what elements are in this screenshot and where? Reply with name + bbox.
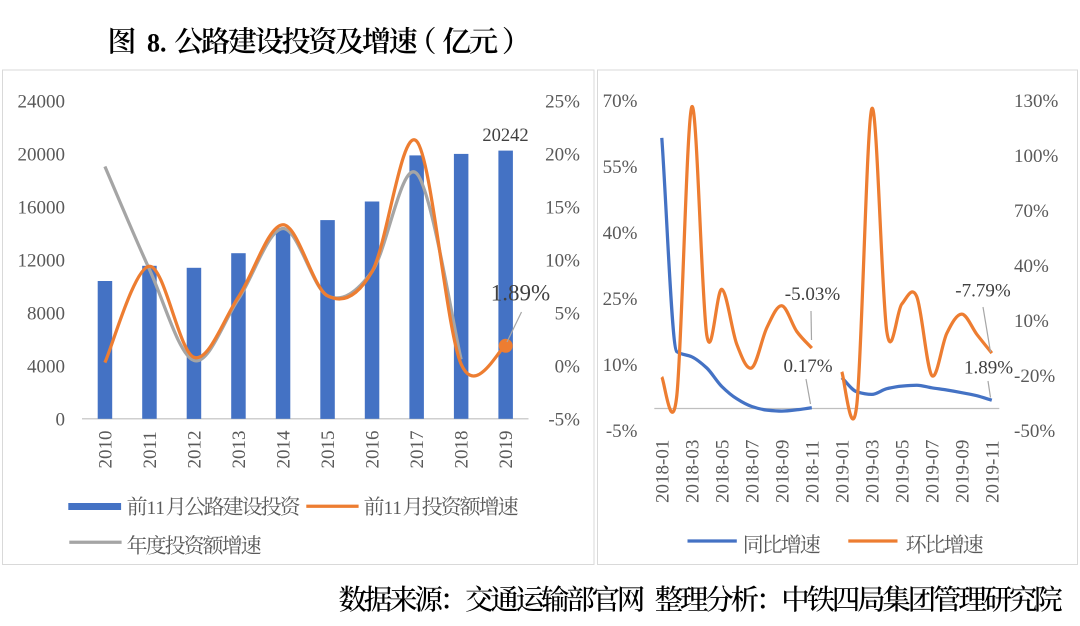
svg-text:2019-09: 2019-09 (952, 440, 973, 503)
svg-text:40%: 40% (1014, 256, 1049, 277)
svg-text:2019-01: 2019-01 (832, 440, 853, 503)
svg-text:20%: 20% (545, 145, 580, 166)
svg-text:-5%: -5% (606, 421, 638, 442)
svg-text:2018-03: 2018-03 (682, 440, 703, 503)
svg-text:2010: 2010 (95, 431, 116, 469)
svg-text:0: 0 (56, 410, 66, 431)
svg-text:4000: 4000 (27, 357, 65, 378)
svg-text:20242: 20242 (482, 126, 528, 146)
svg-text:25%: 25% (545, 92, 580, 113)
svg-text:12000: 12000 (18, 251, 66, 272)
svg-text:-5%: -5% (548, 410, 580, 431)
svg-text:1.89%: 1.89% (964, 358, 1013, 379)
svg-text:2019-11: 2019-11 (982, 440, 1003, 503)
svg-text:11: 11 (147, 498, 165, 519)
svg-text:2019: 2019 (496, 431, 517, 469)
svg-text:24000: 24000 (18, 92, 66, 113)
svg-text:5%: 5% (555, 304, 581, 325)
svg-text:2011: 2011 (140, 431, 161, 468)
svg-text:2017: 2017 (407, 431, 428, 469)
svg-text:2018-09: 2018-09 (772, 440, 793, 503)
svg-text:20000: 20000 (18, 145, 66, 166)
svg-text:1.89%: 1.89% (491, 281, 550, 306)
svg-text:15%: 15% (545, 198, 580, 219)
svg-text:2018-11: 2018-11 (802, 440, 823, 503)
svg-text:55%: 55% (603, 157, 638, 178)
svg-text:-7.79%: -7.79% (955, 281, 1011, 302)
svg-text:2019-05: 2019-05 (892, 440, 913, 503)
svg-text:8.: 8. (147, 29, 167, 58)
svg-text:70%: 70% (1014, 201, 1049, 222)
svg-text:2018-01: 2018-01 (652, 440, 673, 503)
svg-text:-50%: -50% (1014, 421, 1055, 442)
svg-text:2015: 2015 (318, 431, 339, 469)
svg-text:10%: 10% (1014, 311, 1049, 332)
svg-text:8000: 8000 (27, 304, 65, 325)
svg-text:2019-07: 2019-07 (922, 440, 943, 503)
svg-text:0%: 0% (555, 357, 581, 378)
svg-text:100%: 100% (1014, 146, 1059, 167)
svg-text:10%: 10% (603, 355, 638, 376)
svg-text:2018-07: 2018-07 (742, 440, 763, 503)
svg-text:130%: 130% (1014, 91, 1059, 112)
svg-text:11: 11 (384, 498, 402, 519)
svg-text:10%: 10% (545, 251, 580, 272)
svg-text:2013: 2013 (229, 431, 250, 469)
svg-text:2018: 2018 (452, 431, 473, 469)
svg-text:2019-03: 2019-03 (862, 440, 883, 503)
svg-text:0.17%: 0.17% (783, 356, 832, 377)
svg-text:25%: 25% (603, 289, 638, 310)
svg-text:-20%: -20% (1014, 366, 1055, 387)
svg-text:2018-05: 2018-05 (712, 440, 733, 503)
svg-text:2012: 2012 (185, 431, 206, 469)
svg-text:16000: 16000 (18, 198, 66, 219)
svg-text:2014: 2014 (274, 430, 295, 469)
svg-text:-5.03%: -5.03% (785, 284, 841, 305)
svg-text:70%: 70% (603, 91, 638, 112)
svg-text:2016: 2016 (363, 431, 384, 469)
svg-text:40%: 40% (603, 223, 638, 244)
